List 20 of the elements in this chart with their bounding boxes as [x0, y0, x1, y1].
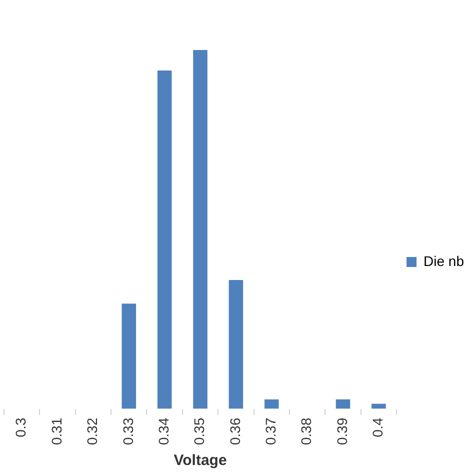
- x-tick-label: 0.31: [48, 418, 64, 445]
- bar: [372, 404, 386, 409]
- legend-label: Die nb: [424, 252, 464, 269]
- x-tick-label: 0.33: [120, 418, 136, 445]
- x-tick-label: 0.32: [84, 418, 100, 445]
- x-tick-label: 0.3: [12, 418, 29, 438]
- bar: [228, 280, 244, 409]
- bar: [193, 50, 208, 409]
- x-tick-label: 0.37: [262, 418, 278, 445]
- x-tick-label: 0.39: [334, 418, 350, 445]
- bar: [157, 70, 172, 409]
- x-tick-label: 0.35: [191, 418, 208, 445]
- bar: [122, 304, 136, 409]
- bar: [264, 399, 279, 409]
- x-tick-label: 0.4: [370, 418, 386, 438]
- x-tick-label: 0.36: [226, 418, 243, 445]
- x-tick-label: 0.38: [298, 418, 314, 445]
- bar: [336, 399, 350, 409]
- x-tick-label: 0.34: [155, 418, 172, 445]
- x-axis-title: Voltage: [174, 452, 227, 470]
